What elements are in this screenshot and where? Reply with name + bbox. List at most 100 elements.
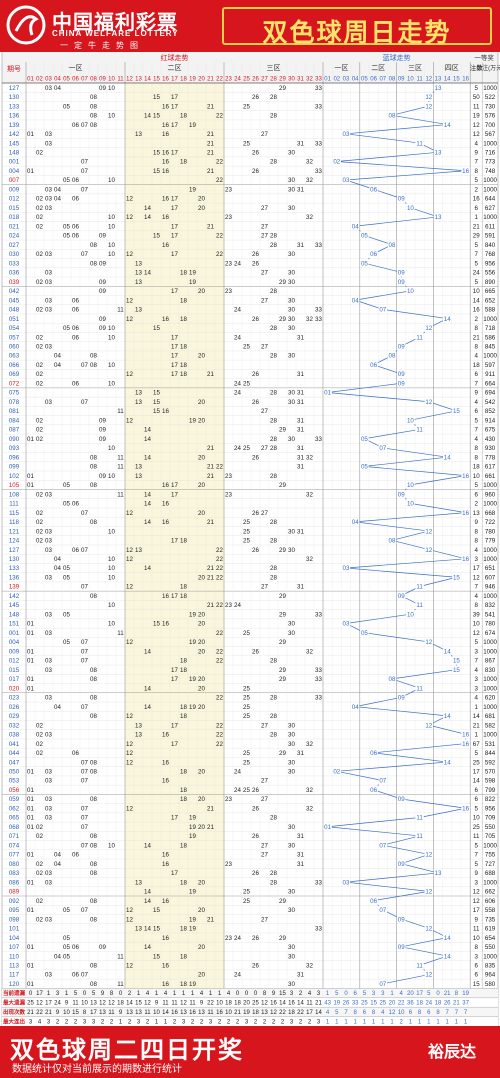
blue-ball-mark: 14 xyxy=(444,316,451,323)
prize-amount: 607 xyxy=(485,574,496,581)
blue-ball-background xyxy=(397,489,406,499)
prize-count: 7 xyxy=(474,427,478,434)
prize-count: 9 xyxy=(474,390,478,397)
stats-blue-value: 5 xyxy=(363,991,367,997)
stats-red-value: 2 xyxy=(128,991,132,997)
red-ball-mark: 17 xyxy=(171,538,178,545)
prize-count: 7 xyxy=(474,380,478,387)
blue-ball-background xyxy=(433,83,443,92)
prize-amount: 620 xyxy=(485,695,496,702)
blue-ball-mark: 09 xyxy=(398,196,405,203)
stats-blue-value: 22 xyxy=(398,1001,405,1007)
red-ball-mark: 06 xyxy=(72,233,79,240)
red-ball-mark: 16 xyxy=(162,159,169,166)
period-label: 089 xyxy=(9,889,20,896)
period-label: 018 xyxy=(9,214,20,221)
stats-red-value: 15 xyxy=(135,1001,142,1007)
red-ball-mark: 20 xyxy=(198,196,205,203)
stats-red-value: 10 xyxy=(63,1010,70,1016)
red-ball-mark: 19 xyxy=(189,639,196,646)
red-ball-mark: 07 xyxy=(81,824,88,831)
red-ball-mark: 18 xyxy=(180,713,187,720)
prize-count: 10 xyxy=(473,473,480,480)
red-ball-mark: 15 xyxy=(153,399,160,406)
red-ball-mark: 26 xyxy=(252,251,259,258)
red-ball-mark: 30 xyxy=(288,722,295,729)
blue-ball-mark: 11 xyxy=(416,833,423,840)
stats-blue-value: 2 xyxy=(400,1019,404,1025)
blue-ball-mark: 06 xyxy=(370,362,377,369)
red-ball-mark: 06 xyxy=(72,177,79,184)
prize-count: 5 xyxy=(474,177,478,184)
stats-blue-value: 7 xyxy=(464,1010,468,1016)
stats-blue-value: 4 xyxy=(381,1010,385,1016)
red-ball-mark: 31 xyxy=(297,334,304,341)
red-ball-mark: 20 xyxy=(198,972,205,979)
blue-ball-background xyxy=(341,129,351,139)
red-ball-mark: 16 xyxy=(162,621,169,628)
blue-ball-mark: 07 xyxy=(379,907,386,914)
stats-red-value: 22 xyxy=(36,1010,43,1016)
red-ball-mark: 02 xyxy=(36,519,43,526)
blue-ball-background xyxy=(443,314,452,323)
stats-red-value: 1 xyxy=(182,991,186,997)
red-ball-mark: 26 xyxy=(252,260,259,267)
prize-amount: 430 xyxy=(485,436,496,443)
red-ball-mark: 21 xyxy=(207,602,214,609)
blue-number-header: 01 xyxy=(324,77,331,83)
prize-count: 4 xyxy=(474,140,478,147)
stats-red-value: 0 xyxy=(119,991,123,997)
red-ball-mark: 26 xyxy=(252,787,259,794)
red-ball-mark: 18 xyxy=(180,926,187,933)
red-number-header: 27 xyxy=(261,77,268,83)
red-ball-mark: 17 xyxy=(171,491,178,498)
red-ball-mark: 22 xyxy=(216,658,223,665)
red-ball-mark: 01 xyxy=(27,787,34,794)
stats-red-value: 17 xyxy=(45,1001,52,1007)
stats-red-value: 14 xyxy=(297,1001,304,1007)
blue-ball-mark: 11 xyxy=(416,427,423,434)
red-ball-mark: 22 xyxy=(216,732,223,739)
red-ball-mark: 02 xyxy=(36,833,43,840)
red-ball-mark: 07 xyxy=(81,159,88,166)
red-ball-mark: 25 xyxy=(243,445,250,452)
prize-amount: 661 xyxy=(485,473,496,480)
blue-ball-background xyxy=(397,591,406,600)
red-ball-mark: 03 xyxy=(45,796,52,803)
red-ball-mark: 18 xyxy=(180,316,187,323)
period-label: 136 xyxy=(9,574,20,581)
blue-ball-mark: 13 xyxy=(435,870,442,877)
red-ball-mark: 19 xyxy=(189,122,196,129)
stats-red-value: 14 xyxy=(126,1001,133,1007)
red-ball-mark: 23 xyxy=(225,935,232,942)
prize-count: 5 xyxy=(474,805,478,812)
prize-count: 50 xyxy=(473,94,480,101)
period-label: 120 xyxy=(9,981,20,988)
red-ball-mark: 09 xyxy=(99,85,106,92)
red-ball-mark: 03 xyxy=(45,972,52,979)
blue-ball-background xyxy=(332,157,341,166)
red-ball-mark: 28 xyxy=(270,242,277,249)
red-ball-mark: 13 xyxy=(135,390,142,397)
stats-red-value: 9 xyxy=(56,1010,60,1016)
stats-red-value: 22 xyxy=(207,1001,214,1007)
red-number-header: 14 xyxy=(144,77,151,83)
red-ball-mark: 22 xyxy=(216,556,223,563)
period-label: 139 xyxy=(9,584,20,591)
stats-red-value: 3 xyxy=(317,991,321,997)
stats-red-value: 1 xyxy=(191,991,195,997)
red-ball-mark: 14 xyxy=(144,436,151,443)
red-ball-mark: 07 xyxy=(81,815,88,822)
blue-ball-mark: 11 xyxy=(416,815,423,822)
prize-count: 5 xyxy=(474,279,478,286)
blue-ball-mark: 09 xyxy=(398,270,405,277)
red-number-header: 06 xyxy=(72,77,79,83)
column-header-first-prize: 一等奖 xyxy=(474,53,494,62)
stats-blue-value: 36 xyxy=(407,1001,414,1007)
blue-ball-background xyxy=(378,776,387,785)
stats-red-value: 3 xyxy=(290,1019,294,1025)
red-ball-mark: 21 xyxy=(207,473,214,480)
period-label: 133 xyxy=(9,103,20,110)
prize-count: 6 xyxy=(474,972,478,979)
red-ball-mark: 03 xyxy=(45,805,52,812)
